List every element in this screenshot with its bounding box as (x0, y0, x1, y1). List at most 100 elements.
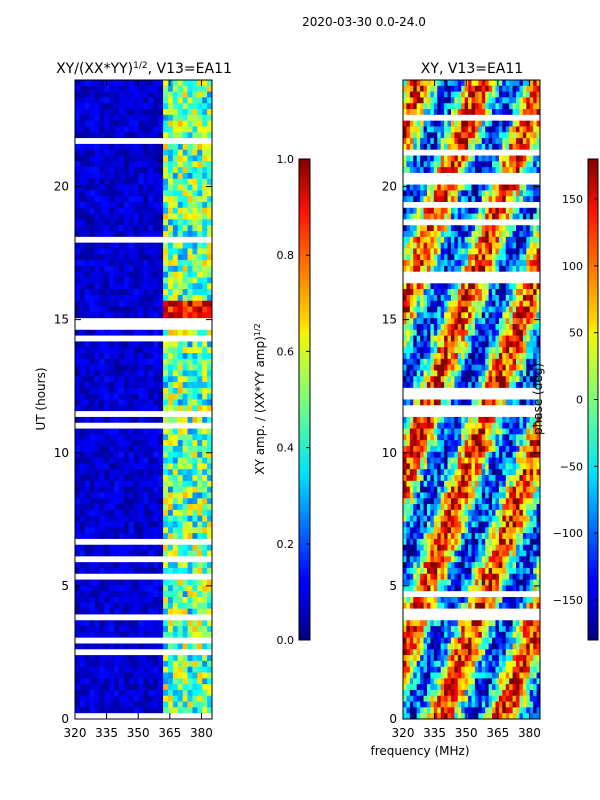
phase-heatmap-cell (529, 80, 534, 87)
amplitude-heatmap-cell (143, 655, 149, 662)
amplitude-heatmap-cell (202, 114, 208, 122)
phase-heatmap-cell (509, 85, 513, 93)
phase-heatmap-cell (444, 207, 448, 215)
phase-heatmap-cell (440, 103, 445, 110)
amplitude-heatmap-cell (138, 364, 144, 371)
phase-heatmap-cell (440, 271, 445, 278)
phase-heatmap-cell (509, 132, 513, 139)
phase-heatmap-cell (461, 265, 466, 273)
amplitude-heatmap-cell (79, 196, 86, 203)
amplitude-heatmap-cell (153, 254, 159, 261)
amplitude-heatmap-cell (94, 678, 100, 685)
phase-heatmap-cell (457, 196, 462, 203)
phase-heatmap-cell (492, 283, 496, 290)
phase-heatmap-cell (509, 201, 513, 209)
amplitude-heatmap-cell (158, 451, 164, 458)
phase-heatmap-cell (509, 329, 513, 336)
phase-heatmap-cell (464, 213, 469, 220)
amplitude-heatmap-cell (114, 649, 120, 656)
amplitude-heatmap-cell (177, 538, 184, 546)
amplitude-heatmap-cell (187, 318, 193, 325)
amplitude-heatmap-cell (79, 631, 86, 639)
amplitude-heatmap-cell (119, 492, 125, 499)
phase-heatmap-cell (437, 341, 442, 348)
amplitude-heatmap-cell (163, 393, 169, 400)
amplitude-heatmap-cell (167, 463, 174, 470)
amplitude-heatmap-cell (192, 120, 198, 127)
amplitude-heatmap-cell (182, 666, 188, 673)
amplitude-heatmap-cell (177, 387, 184, 395)
amplitude-heatmap-cell (84, 178, 91, 185)
phase-heatmap-cell (447, 347, 452, 354)
amplitude-heatmap-cell (197, 451, 203, 458)
amplitude-heatmap-cell (114, 655, 120, 662)
amplitude-heatmap-cell (133, 149, 139, 156)
amplitude-heatmap-cell (187, 91, 193, 98)
amplitude-heatmap-cell (138, 660, 144, 668)
amplitude-panel: XY/(XX*YY)1/2, V13=EA11 320 335 350 365 380 … (34, 61, 232, 740)
amplitude-heatmap-cell (114, 411, 120, 418)
amplitude-heatmap-cell (84, 143, 91, 151)
amplitude-heatmap-cell (89, 608, 95, 615)
amplitude-heatmap-cell (119, 370, 125, 377)
phase-heatmap-cell (420, 126, 424, 133)
phase-heatmap-cell (526, 231, 531, 238)
amplitude-heatmap-cell (163, 416, 169, 424)
amplitude-heatmap-cell (202, 416, 208, 424)
phase-heatmap-cell (444, 312, 448, 319)
amplitude-heatmap-cell (94, 701, 100, 708)
phase-heatmap-cell (522, 271, 527, 278)
amplitude-heatmap-cell (128, 393, 135, 400)
amplitude-heatmap-cell (167, 550, 174, 557)
amplitude-heatmap-cell (143, 353, 149, 360)
amplitude-heatmap-cell (172, 695, 179, 702)
amplitude-heatmap-cell (167, 608, 174, 615)
amplitude-heatmap-cell (192, 300, 198, 307)
phase-heatmap-cell (533, 149, 537, 156)
amplitude-heatmap-cell (153, 498, 159, 505)
amplitude-heatmap-cell (192, 631, 198, 639)
phase-heatmap-cell (444, 283, 448, 290)
amplitude-heatmap-cell (153, 678, 159, 685)
amplitude-heatmap-cell (79, 155, 86, 162)
amplitude-heatmap-cell (94, 713, 100, 719)
amplitude-heatmap-cell (75, 236, 81, 244)
phase-heatmap-cell (492, 248, 496, 255)
amplitude-heatmap-cell (207, 666, 212, 673)
amplitude-heatmap-cell (79, 300, 86, 307)
amplitude-heatmap-cell (158, 538, 164, 546)
phase-heatmap-cell (526, 201, 531, 209)
amplitude-heatmap-cell (187, 109, 193, 116)
amplitude-heatmap-cell (84, 358, 91, 366)
phase-heatmap-cell (488, 184, 493, 191)
amplitude-heatmap-cell (197, 312, 203, 319)
amplitude-heatmap-cell (114, 254, 120, 261)
phase-heatmap-cell (437, 254, 442, 261)
amplitude-heatmap-cell (75, 254, 81, 261)
amplitude-heatmap-cell (89, 416, 95, 424)
phase-heatmap-cell (420, 190, 424, 197)
phase-heatmap-cell (526, 242, 531, 249)
phase-heatmap-cell (536, 114, 540, 122)
phase-heatmap-cell (526, 196, 531, 203)
phase-heatmap-cell (495, 312, 500, 319)
phase-heatmap-cell (461, 323, 466, 331)
phase-heatmap-cell (488, 335, 493, 342)
phase-heatmap-cell (509, 219, 513, 226)
phase-heatmap-cell (498, 260, 503, 267)
amplitude-heatmap-cell (75, 422, 81, 429)
phase-heatmap-cell (471, 149, 476, 156)
amplitude-heatmap (75, 80, 212, 719)
phase-heatmap-cell (426, 236, 431, 244)
amplitude-heatmap-cell (114, 509, 120, 517)
amplitude-heatmap-cell (163, 161, 169, 168)
amplitude-heatmap-cell (128, 219, 135, 226)
phase-heatmap-cell (461, 97, 466, 104)
amplitude-heatmap-cell (158, 196, 164, 203)
phase-heatmap-cell (430, 196, 435, 203)
phase-heatmap-cell (488, 242, 493, 249)
amplitude-heatmap-cell (119, 382, 125, 389)
phase-heatmap-cell (526, 161, 531, 168)
amplitude-heatmap-cell (172, 207, 179, 215)
phase-heatmap-cell (512, 184, 517, 191)
